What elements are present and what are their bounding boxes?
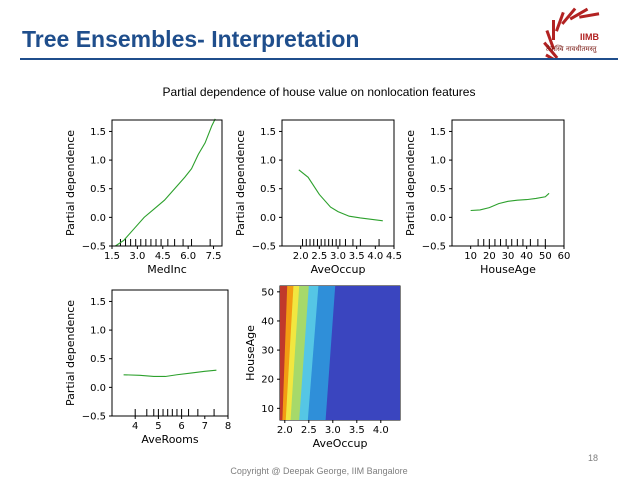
heatmap-band-1 [280, 286, 288, 420]
x-tick-label: 3.5 [349, 425, 365, 436]
pd-line [115, 118, 216, 247]
plot-frame [111, 119, 223, 247]
x-tick-label: 2.0 [277, 425, 293, 436]
x-tick-label: 30 [502, 251, 515, 262]
pd-line [123, 369, 217, 378]
x-tick-label: 2.5 [311, 251, 327, 262]
y-tick-label: 1.0 [430, 156, 446, 167]
chart-panel-1: 1.5 3.0 4.5 6.0 7.5 1.5 1.0 0.5 0.0 −0.5 MedInc Par… [64, 118, 223, 276]
y-tick-label: 10 [261, 404, 274, 415]
y-tick-label: −0.5 [82, 242, 106, 253]
pd-line [470, 192, 550, 212]
x-tick-label: 3.0 [129, 251, 145, 262]
x-tick-label: 20 [483, 251, 496, 262]
chart-panel-3: 10 20 30 40 50 60 1.5 1.0 0.5 0.0 −0.5 HouseAge Part… [404, 119, 571, 276]
y-tick-label: 40 [261, 316, 274, 327]
y-tick-label: 0.0 [90, 383, 106, 394]
x-tick-label: 40 [520, 251, 533, 262]
y-tick-label: 0.0 [90, 213, 106, 224]
x-axis-label: AveOccup [313, 437, 368, 450]
x-tick-label: 8 [225, 421, 231, 432]
logo-text: IIMB [580, 32, 599, 42]
y-axis-label: HouseAge [244, 325, 257, 381]
x-tick-label: 50 [539, 251, 552, 262]
title-divider [20, 58, 618, 60]
x-tick-label: 7.5 [206, 251, 222, 262]
x-axis-label: MedInc [147, 263, 187, 276]
y-tick-label: −0.5 [82, 412, 106, 423]
x-tick-label: 5 [155, 421, 161, 432]
x-tick-label: 3.5 [349, 251, 365, 262]
y-tick-label: 0.5 [90, 354, 106, 365]
x-axis-label: AveRooms [141, 433, 198, 446]
x-tick-label: 7 [202, 421, 208, 432]
x-tick-label: 60 [558, 251, 571, 262]
x-tick-label: 2.0 [293, 251, 309, 262]
y-tick-label: −0.5 [422, 242, 446, 253]
logo-emblem [543, 7, 600, 58]
x-tick-label: 6.0 [180, 251, 196, 262]
y-axis-label: Partial dependence [64, 130, 77, 236]
y-axis-label: Partial dependence [234, 130, 247, 236]
y-tick-label: 0.0 [430, 213, 446, 224]
y-axis-label: Partial dependence [64, 300, 77, 406]
x-tick-label: 3.0 [325, 425, 341, 436]
y-tick-label: 0.5 [90, 184, 106, 195]
y-tick-label: −0.5 [252, 242, 276, 253]
y-tick-label: 1.5 [90, 297, 106, 308]
page-number: 18 [588, 453, 599, 463]
x-axis-label: HouseAge [480, 263, 536, 276]
logo-tagline: तेजस्वि नावधीतमस्तु [546, 45, 597, 53]
chart-panel-2: 2.0 2.5 3.0 3.5 4.0 4.5 1.5 1.0 0.5 0.0 −0.5 AveOcc… [234, 119, 402, 276]
y-tick-label: 1.5 [90, 127, 106, 138]
y-tick-label: 1.0 [90, 326, 106, 337]
y-tick-label: 0.0 [260, 213, 276, 224]
plot-frame [111, 289, 229, 417]
y-tick-label: 0.5 [430, 184, 446, 195]
x-tick-label: 4.5 [386, 251, 402, 262]
y-axis-label: Partial dependence [404, 130, 417, 236]
x-tick-label: 4.5 [155, 251, 171, 262]
y-tick-label: 1.0 [90, 156, 106, 167]
x-tick-label: 1.5 [104, 251, 120, 262]
x-tick-label: 4 [132, 421, 138, 432]
slide-title: Tree Ensembles- Interpretation [22, 26, 360, 52]
plot-frame [281, 119, 395, 247]
y-tick-label: 20 [261, 375, 274, 386]
y-tick-label: 0.5 [260, 184, 276, 195]
x-axis-label: AveOccup [311, 263, 366, 276]
x-tick-label: 3.0 [330, 251, 346, 262]
x-tick-label: 2.5 [301, 425, 317, 436]
y-tick-label: 1.5 [260, 127, 276, 138]
footer-copyright: Copyright @ Deepak George, IIM Bangalore [230, 466, 408, 476]
x-tick-label: 10 [464, 251, 477, 262]
y-tick-label: 1.0 [260, 156, 276, 167]
y-tick-label: 1.5 [430, 127, 446, 138]
figure-title: Partial dependence of house value on non… [162, 85, 476, 99]
chart-panel-4: 4 5 6 7 8 1.5 1.0 0.5 0.0 −0.5 AveRooms Partial dep… [64, 289, 231, 446]
x-tick-label: 4.0 [367, 251, 383, 262]
pd-line [298, 169, 383, 222]
y-tick-label: 50 [261, 287, 274, 298]
iimb-logo: IIMB [543, 7, 600, 58]
x-tick-label: 4.0 [373, 425, 389, 436]
x-tick-label: 6 [178, 421, 184, 432]
y-tick-label: 30 [261, 346, 274, 357]
plot-frame [451, 119, 565, 247]
